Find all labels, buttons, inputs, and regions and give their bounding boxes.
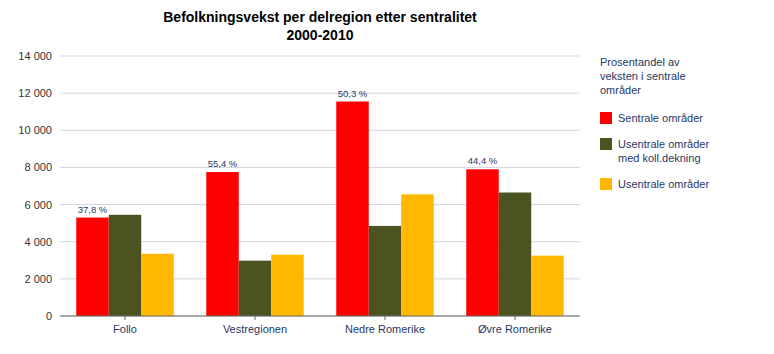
y-tick-label: 6 000 bbox=[24, 199, 52, 211]
bar bbox=[109, 215, 142, 316]
y-tick-label: 0 bbox=[46, 310, 52, 322]
legend-swatch bbox=[600, 178, 612, 190]
bar bbox=[336, 102, 369, 317]
x-tick bbox=[385, 316, 386, 320]
x-tick-label: Vestregionen bbox=[223, 323, 287, 335]
bar bbox=[466, 169, 499, 316]
chart: Befolkningsvekst per delregion etter sen… bbox=[0, 0, 774, 354]
x-tick bbox=[125, 316, 126, 320]
legend-swatch bbox=[600, 138, 612, 150]
legend-swatch bbox=[600, 112, 612, 124]
percentage-label: 55,4 % bbox=[208, 158, 238, 169]
x-tick-label: Øvre Romerike bbox=[478, 323, 552, 335]
legend-label: Usentrale områdermed koll.dekning bbox=[618, 138, 709, 164]
x-tick-label: Follo bbox=[113, 323, 137, 335]
x-tick-label: Nedre Romerike bbox=[345, 323, 425, 335]
legend: Prosentandel avveksten i sentraleområder… bbox=[600, 56, 709, 190]
grid-line bbox=[60, 130, 580, 131]
grid bbox=[60, 56, 580, 316]
title: Befolkningsvekst per delregion etter sen… bbox=[163, 9, 477, 25]
bar bbox=[531, 256, 564, 316]
grid-line bbox=[60, 316, 580, 317]
percentage-label: 50,3 % bbox=[338, 88, 368, 99]
grid-line bbox=[60, 56, 580, 57]
percentage-label: 44,4 % bbox=[468, 155, 498, 166]
legend-label: Usentrale områder bbox=[618, 178, 709, 190]
bar bbox=[76, 218, 109, 316]
y-tick-label: 2 000 bbox=[24, 273, 52, 285]
legend-title: Prosentandel avveksten i sentraleområder bbox=[600, 56, 686, 96]
grid-line bbox=[60, 93, 580, 94]
y-tick-label: 4 000 bbox=[24, 236, 52, 248]
legend-label: Sentrale områder bbox=[618, 112, 703, 124]
y-tick-label: 12 000 bbox=[18, 87, 52, 99]
bar bbox=[401, 194, 434, 316]
bar bbox=[271, 255, 304, 316]
bar bbox=[239, 261, 272, 316]
y-tick-label: 10 000 bbox=[18, 124, 52, 136]
bar bbox=[206, 172, 239, 316]
bar bbox=[141, 254, 174, 316]
bar bbox=[369, 226, 402, 316]
x-tick bbox=[515, 316, 516, 320]
subtitle: 2000-2010 bbox=[287, 27, 354, 43]
percentage-label: 37,8 % bbox=[78, 204, 108, 215]
bars bbox=[76, 102, 564, 317]
x-tick bbox=[255, 316, 256, 320]
grid-line bbox=[60, 167, 580, 168]
y-tick-label: 14 000 bbox=[18, 50, 52, 62]
x-axis bbox=[60, 316, 580, 317]
bar bbox=[499, 193, 532, 317]
y-tick-label: 8 000 bbox=[24, 161, 52, 173]
